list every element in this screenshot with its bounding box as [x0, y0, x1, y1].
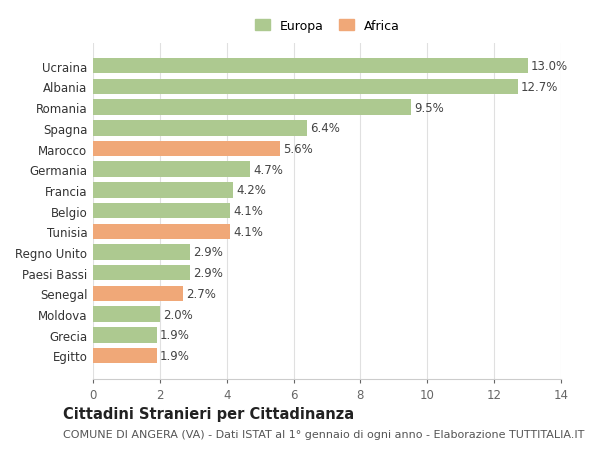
- Text: 9.5%: 9.5%: [414, 101, 443, 114]
- Bar: [93, 59, 527, 74]
- Legend: Europa, Africa: Europa, Africa: [251, 17, 403, 37]
- Text: COMUNE DI ANGERA (VA) - Dati ISTAT al 1° gennaio di ogni anno - Elaborazione TUT: COMUNE DI ANGERA (VA) - Dati ISTAT al 1°…: [63, 429, 584, 439]
- Bar: [93, 203, 230, 219]
- Bar: [93, 307, 160, 322]
- Text: 2.7%: 2.7%: [187, 287, 217, 300]
- Bar: [93, 162, 250, 178]
- Bar: [93, 224, 230, 240]
- Text: 4.1%: 4.1%: [233, 225, 263, 238]
- Text: 2.9%: 2.9%: [193, 267, 223, 280]
- Bar: [93, 265, 190, 281]
- Text: 2.9%: 2.9%: [193, 246, 223, 259]
- Text: 4.7%: 4.7%: [253, 163, 283, 176]
- Text: 4.2%: 4.2%: [237, 184, 266, 197]
- Bar: [93, 141, 280, 157]
- Text: 2.0%: 2.0%: [163, 308, 193, 321]
- Bar: [93, 100, 410, 116]
- Text: 5.6%: 5.6%: [284, 143, 313, 156]
- Text: 12.7%: 12.7%: [521, 81, 558, 94]
- Bar: [93, 183, 233, 198]
- Bar: [93, 121, 307, 136]
- Text: 1.9%: 1.9%: [160, 349, 190, 362]
- Text: 1.9%: 1.9%: [160, 329, 190, 341]
- Text: Cittadini Stranieri per Cittadinanza: Cittadini Stranieri per Cittadinanza: [63, 406, 354, 421]
- Bar: [93, 245, 190, 260]
- Bar: [93, 79, 518, 95]
- Bar: [93, 348, 157, 364]
- Bar: [93, 327, 157, 343]
- Text: 6.4%: 6.4%: [310, 122, 340, 135]
- Text: 4.1%: 4.1%: [233, 205, 263, 218]
- Bar: [93, 286, 183, 302]
- Text: 13.0%: 13.0%: [531, 60, 568, 73]
